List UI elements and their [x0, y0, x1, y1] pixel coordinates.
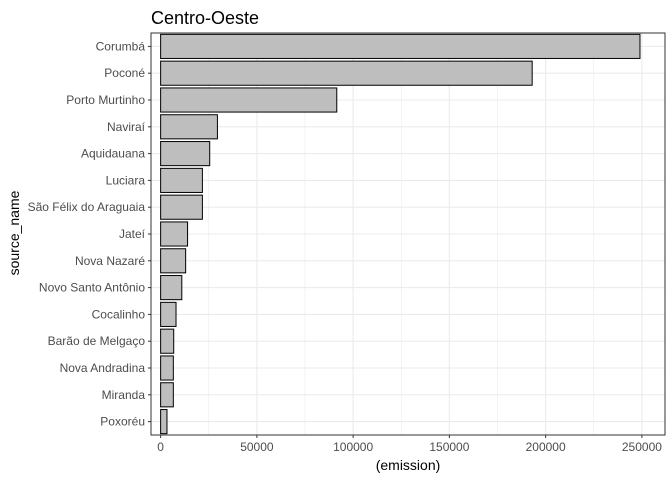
- x-ticks: 0 50000 100000 150000 200000 250000: [157, 435, 662, 454]
- bars: [160, 33, 641, 435]
- bar: [160, 301, 177, 327]
- y-ticks: Corumbá Poconé Porto Murtinho Naviraí Aquida…: [28, 39, 151, 429]
- y-tick-label: Jateí: [119, 227, 146, 241]
- y-tick-label: Cocalinho: [92, 307, 146, 321]
- y-tick-label: Nova Andradina: [60, 361, 146, 375]
- bar: [160, 167, 203, 193]
- x-tick-label: 50000: [240, 440, 274, 454]
- bar: [160, 409, 168, 435]
- bar: [160, 60, 533, 86]
- x-tick-label: 200000: [526, 440, 566, 454]
- y-tick-label: Barão de Melgaço: [48, 334, 146, 348]
- y-tick-label: Naviraí: [107, 120, 146, 134]
- bar: [160, 248, 187, 274]
- bar: [160, 33, 641, 59]
- y-tick-label: São Félix do Araguaia: [28, 200, 146, 214]
- bar: [160, 141, 211, 167]
- bar: [160, 221, 189, 247]
- bar: [160, 355, 174, 381]
- y-tick-label: Miranda: [102, 388, 146, 402]
- y-tick-label: Nova Nazaré: [75, 254, 145, 268]
- y-tick-label: Luciara: [106, 173, 146, 187]
- y-tick-label: Aquidauana: [81, 147, 145, 161]
- bar: [160, 382, 174, 408]
- y-axis-label: source_name: [6, 190, 22, 275]
- y-tick-label: Poxoréu: [100, 415, 145, 429]
- bar: [160, 194, 203, 220]
- x-tick-label: 0: [157, 440, 164, 454]
- x-tick-label: 100000: [333, 440, 373, 454]
- bar: [160, 114, 218, 140]
- y-tick-label: Porto Murtinho: [66, 93, 145, 107]
- chart-title: Centro-Oeste: [151, 8, 259, 28]
- y-tick-label: Novo Santo Antônio: [39, 281, 145, 295]
- y-tick-label: Poconé: [104, 66, 145, 80]
- bar: [160, 328, 175, 354]
- bar: [160, 275, 183, 301]
- x-tick-label: 150000: [429, 440, 469, 454]
- x-tick-label: 250000: [622, 440, 662, 454]
- y-tick-label: Corumbá: [96, 39, 146, 53]
- x-axis-label: (emission): [376, 457, 441, 473]
- bar: [160, 87, 338, 113]
